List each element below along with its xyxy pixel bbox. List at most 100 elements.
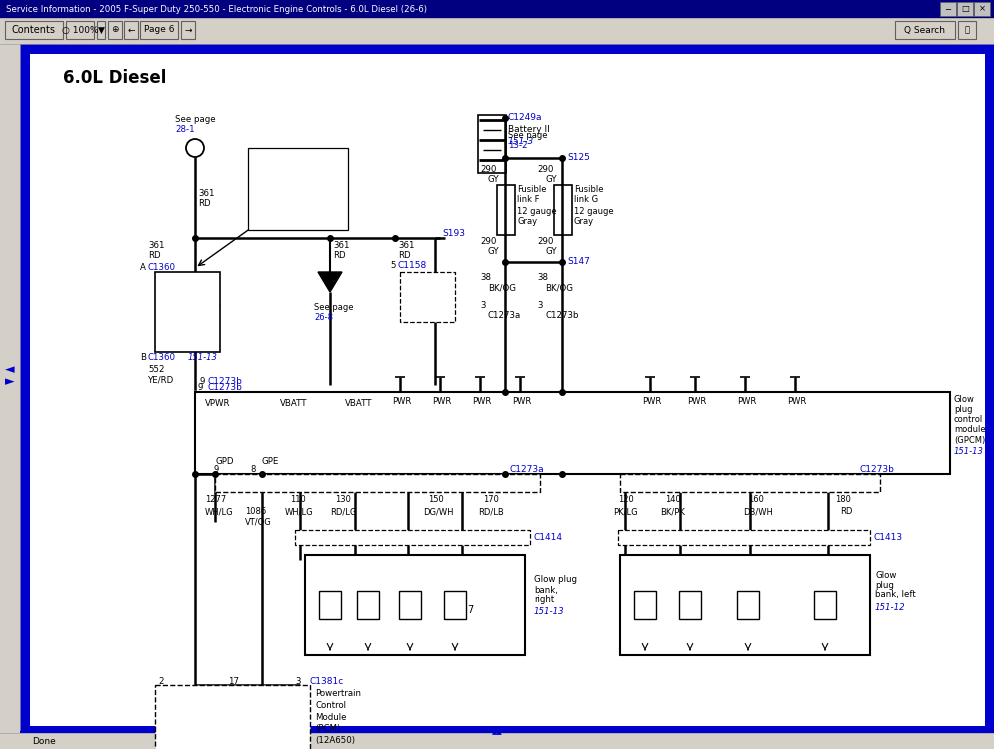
Bar (30, 54, 984, 726)
Bar (496, 185, 515, 235)
Text: 3: 3 (746, 533, 751, 542)
Text: ○ 100%: ○ 100% (62, 25, 98, 34)
Bar (155, 272, 220, 352)
Text: ⊕: ⊕ (111, 25, 118, 34)
Text: 290: 290 (537, 166, 553, 175)
Text: DG/WH: DG/WH (422, 508, 453, 517)
Bar (66, 21, 93, 39)
Text: 2: 2 (158, 678, 163, 687)
Text: PWR: PWR (641, 398, 661, 407)
Text: 3: 3 (294, 678, 300, 687)
Bar (894, 21, 954, 39)
Text: 1277: 1277 (205, 496, 226, 505)
Text: Regulates: Regulates (251, 157, 293, 166)
Text: 4: 4 (459, 533, 464, 542)
Text: WH/LG: WH/LG (284, 508, 313, 517)
Text: 12 gauge: 12 gauge (517, 207, 556, 216)
Text: RD: RD (198, 199, 211, 208)
Text: C1360: C1360 (148, 353, 176, 362)
Bar (813, 591, 835, 619)
Circle shape (186, 139, 204, 157)
Bar (5, 21, 63, 39)
Text: Regulator: Regulator (182, 303, 221, 312)
Text: bank, left: bank, left (874, 590, 914, 599)
Text: PWR: PWR (512, 398, 531, 407)
Text: VPWR: VPWR (205, 399, 231, 408)
Text: 9: 9 (213, 464, 218, 473)
Text: 1: 1 (753, 479, 758, 488)
Text: See page: See page (175, 115, 216, 124)
Text: □: □ (960, 4, 968, 13)
Text: 2: 2 (489, 479, 494, 488)
Text: 3: 3 (479, 300, 485, 309)
Text: GY: GY (487, 247, 499, 256)
Text: Battery II: Battery II (508, 126, 550, 135)
Text: RD: RD (398, 250, 411, 259)
Text: VBATT: VBATT (279, 399, 307, 408)
Text: PWR: PWR (471, 398, 491, 407)
Text: Powertrain: Powertrain (315, 688, 361, 697)
Text: 6.0L Diesel: 6.0L Diesel (63, 69, 166, 87)
Text: link G: link G (574, 195, 597, 204)
Text: ►: ► (5, 375, 15, 389)
Text: WH/LG: WH/LG (205, 508, 234, 517)
Text: 1086: 1086 (245, 508, 266, 517)
Text: C1273b: C1273b (208, 377, 243, 386)
Text: controlling: controlling (251, 190, 296, 199)
Text: C1273b: C1273b (545, 311, 578, 320)
Text: 361: 361 (398, 240, 414, 249)
Bar (96, 21, 105, 39)
Bar (956, 2, 972, 16)
Bar (633, 591, 655, 619)
Text: Fusible: Fusible (574, 186, 603, 195)
Bar (195, 392, 949, 474)
Text: 38: 38 (537, 273, 548, 282)
Bar (984, 44, 994, 726)
Text: 552: 552 (148, 366, 164, 374)
Text: See page: See page (314, 303, 353, 312)
Text: 290: 290 (479, 166, 496, 175)
Text: Glow: Glow (953, 395, 974, 404)
Text: Fusible: Fusible (517, 186, 546, 195)
Text: C1273a: C1273a (510, 464, 544, 473)
Text: Q Search: Q Search (904, 25, 944, 34)
Text: 7: 7 (341, 479, 346, 488)
Text: PWR: PWR (686, 398, 706, 407)
Text: module: module (953, 425, 985, 434)
Text: C1273b: C1273b (207, 383, 242, 392)
Text: 2: 2 (841, 479, 846, 488)
Text: 140: 140 (664, 496, 680, 505)
Bar (215, 474, 540, 492)
Text: VT/OG: VT/OG (245, 518, 271, 527)
Text: (PCM): (PCM) (315, 724, 340, 733)
Text: Electronic: Electronic (403, 279, 442, 288)
Bar (619, 474, 879, 492)
Text: 6: 6 (623, 479, 629, 488)
Text: C1360: C1360 (148, 264, 176, 273)
Text: ×: × (977, 4, 984, 13)
Text: YE/RD: YE/RD (148, 375, 174, 384)
Text: 290: 290 (537, 237, 553, 246)
Text: 6: 6 (294, 479, 299, 488)
Text: fuel injectors.: fuel injectors. (251, 201, 309, 210)
Text: PWR: PWR (786, 398, 805, 407)
Text: GY: GY (545, 247, 556, 256)
Text: RD/LB: RD/LB (477, 508, 503, 517)
Bar (957, 21, 975, 39)
Text: 🖨: 🖨 (963, 25, 968, 34)
Text: C1414: C1414 (533, 533, 562, 542)
Text: 38: 38 (479, 273, 490, 282)
Text: 9: 9 (200, 377, 205, 386)
Text: right: right (534, 595, 554, 604)
Bar (140, 21, 178, 39)
Bar (619, 555, 869, 655)
Text: 361: 361 (198, 189, 215, 198)
Bar (181, 21, 195, 39)
Bar (124, 21, 138, 39)
Text: 28-1: 28-1 (175, 124, 195, 133)
Bar (357, 591, 379, 619)
Text: →: → (184, 25, 192, 34)
Text: 8: 8 (249, 464, 255, 473)
Bar (0, 0, 994, 18)
Text: S193: S193 (441, 228, 464, 237)
